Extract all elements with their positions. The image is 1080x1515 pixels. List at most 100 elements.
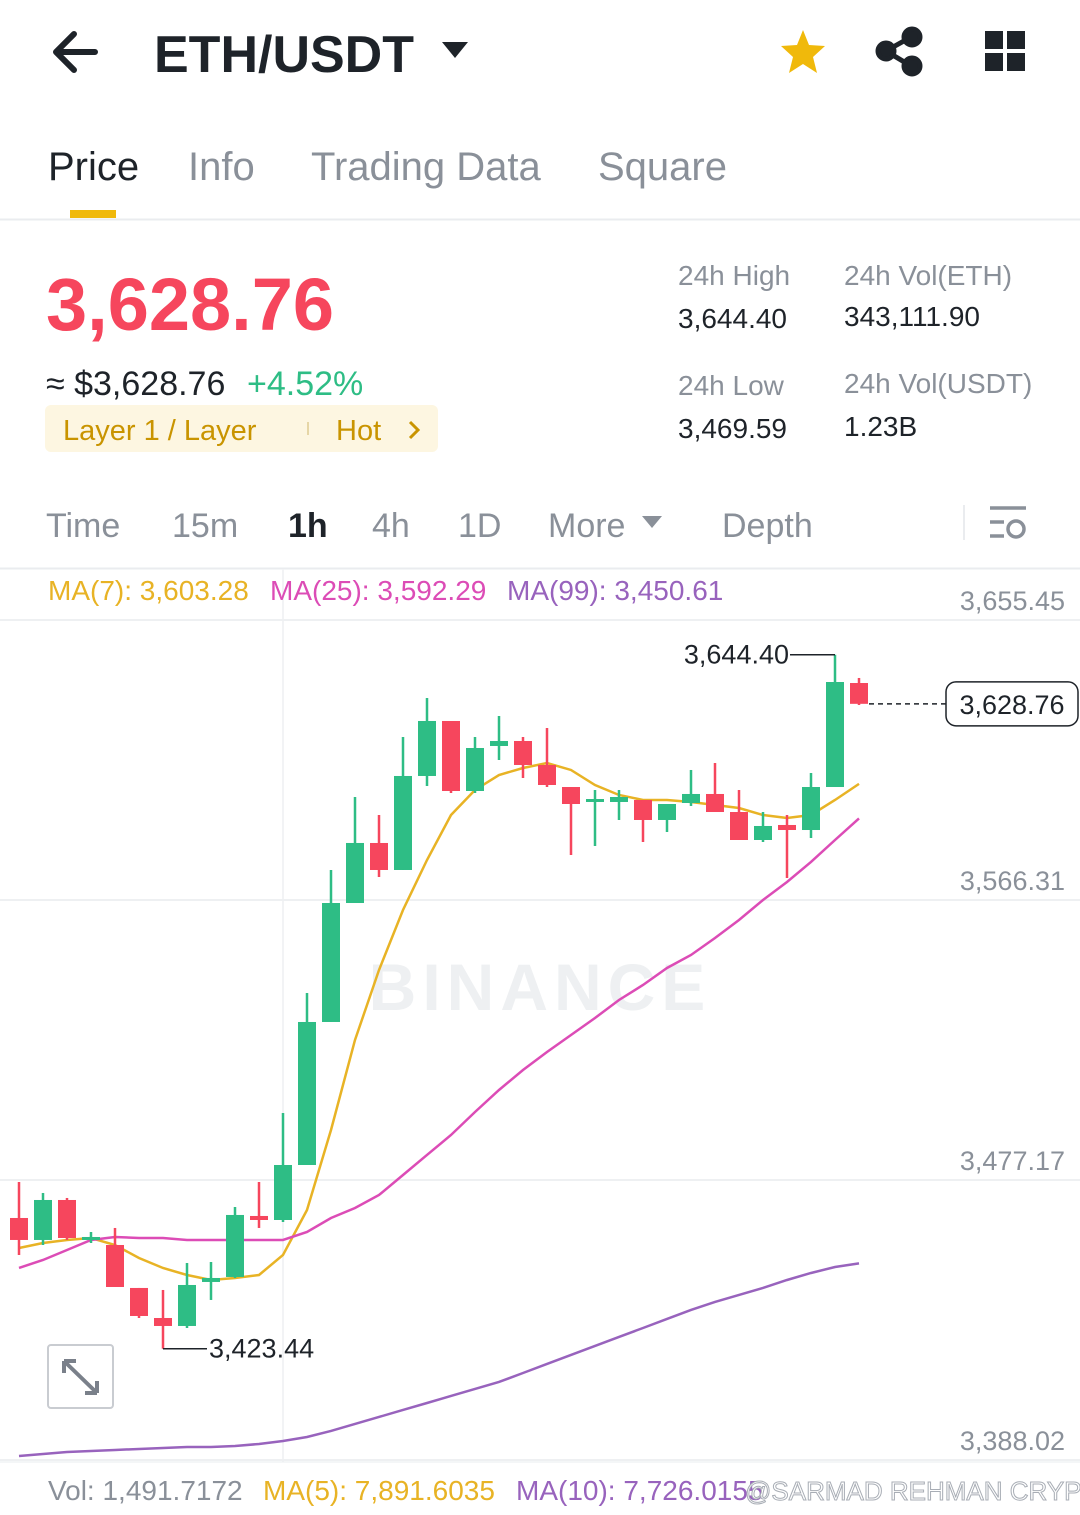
annotation-label: 3,423.44 [209,1334,314,1364]
expand-button[interactable] [47,1344,114,1409]
candle-body [274,1164,292,1220]
interval[interactable]: Time [46,507,120,545]
y-tick-label: 3,388.02 [960,1426,1065,1456]
grid-menu[interactable] [985,31,1025,71]
tab[interactable]: Trading Data [311,145,542,189]
stat-value: 1.23B [844,411,917,442]
tab-indicator [70,210,116,218]
candle-body [226,1214,244,1277]
candle-body [850,683,868,704]
favorite-star[interactable] [781,30,825,73]
settings-icon [1006,519,1026,539]
interval[interactable]: 1h [288,507,328,545]
interval[interactable]: 1D [458,507,501,545]
candle-body [178,1284,196,1326]
candle-body [490,740,508,746]
candle-body [154,1317,172,1326]
tab[interactable]: Info [188,145,255,189]
stat-value: 3,644.40 [678,303,787,334]
candle-body [826,682,844,788]
share-icon [901,55,923,77]
candle-body [394,775,412,870]
last-price: 3,628.76 [46,263,334,346]
tag-text[interactable]: Layer 1 / Layer [63,415,257,447]
candle-body [370,842,388,870]
y-tick-label: 3,477.17 [960,1146,1065,1176]
volume-ma5: MA(5): 7,891.6035 [263,1475,495,1506]
candle-body [610,796,628,802]
tag-box[interactable] [45,405,438,452]
tag-chevron [408,420,421,440]
ma-legend: MA(7): 3,603.28 [48,575,249,606]
candle-body [202,1277,220,1282]
stat-label: 24h Vol(ETH) [844,260,1012,291]
grid-icon [985,31,1003,49]
interval[interactable]: 4h [372,507,410,545]
more-dropdown[interactable] [642,516,662,528]
candle-body [298,1021,316,1165]
tab[interactable]: Square [598,145,727,189]
stat-value: 343,111.90 [844,301,980,332]
chart-settings[interactable] [990,506,1026,539]
candle-body [586,799,604,802]
ma-legend: MA(99): 3,450.61 [507,575,723,606]
interval[interactable]: 15m [172,507,238,545]
stat-label: 24h Low [678,370,785,401]
credit-watermark: @SARMAD REHMAN CRYPTO [745,1476,1080,1506]
candle-body [346,842,364,904]
fiat-price: ≈ $3,628.76 [46,365,225,403]
stat-value: 3,469.59 [678,413,787,444]
volume-label: Vol: 1,491.7172 [48,1475,243,1506]
candle-body [10,1217,28,1240]
candle-body [802,787,820,831]
stat-label: 24h Vol(USDT) [844,368,1032,399]
candle-body [106,1244,124,1287]
last-price-label: 3,628.76 [959,690,1064,720]
candle-body [730,812,748,840]
tag-hot[interactable]: Hot [336,415,381,447]
interval[interactable]: More [548,507,625,545]
back-button[interactable] [53,31,98,73]
annotation-label: 3,644.40 [684,640,789,670]
candle-body [130,1287,148,1316]
candle-body [538,764,556,785]
grid-icon [1007,31,1025,49]
candlestick-chart: 3,388.02 3,477.17 3,566.31 3,655.45 MA(7): 3… [0,575,1080,1461]
candle-body [682,793,700,803]
candle-body [58,1199,76,1238]
pair-title[interactable]: ETH/USDT [154,26,414,84]
tab[interactable]: Price [48,145,139,189]
candle-body [418,720,436,776]
candle-body [754,825,772,840]
back-icon [53,31,98,73]
candle-body [514,740,532,765]
candle-body [466,747,484,791]
share-icon [901,26,923,48]
pair-dropdown[interactable] [442,42,468,58]
candle-body [34,1199,52,1240]
grid-icon [1007,53,1025,71]
depth-tab[interactable]: Depth [722,507,813,545]
ma-line [18,1262,860,1458]
brand-watermark: BINANCE [369,950,712,1024]
candle-body [322,903,340,1022]
candle-body [442,720,460,791]
candle-body [706,793,724,813]
candle-body [562,787,580,805]
candle-body [82,1236,100,1240]
expand-icon [62,1359,99,1395]
candle-body [634,799,652,820]
share-icon [875,40,897,62]
grid-icon [985,53,1003,71]
stat-label: 24h High [678,260,790,291]
share-button[interactable] [875,26,923,77]
candle-body [658,804,676,820]
y-tick-label: 3,566.31 [960,866,1065,896]
ma-legend: MA(25): 3,592.29 [270,575,486,606]
price-change: +4.52% [247,365,363,403]
candle-body [778,824,796,831]
candle-body [250,1215,268,1220]
